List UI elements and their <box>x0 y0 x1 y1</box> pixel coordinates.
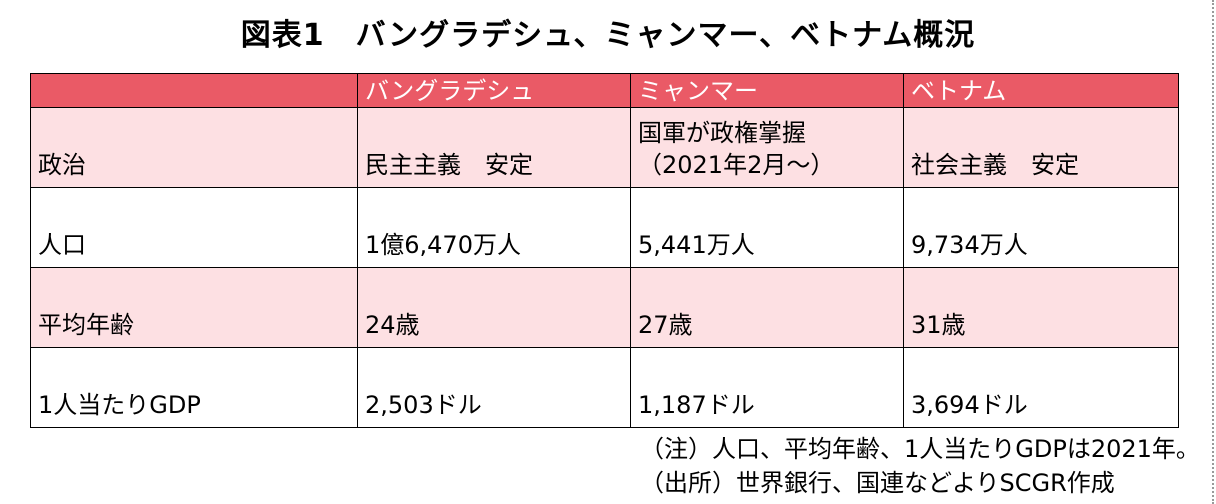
note-line: （注）人口、平均年齢、1人当たりGDPは2021年。 <box>640 435 1200 463</box>
row-population: 人口 1億6,470万人 5,441万人 9,734万人 <box>30 187 1179 268</box>
header-row: バングラデシュ ミャンマー ベトナム <box>30 73 1179 108</box>
header-bangladesh: バングラデシュ <box>357 73 631 108</box>
cell-age-myanmar: 27歳 <box>630 267 904 348</box>
cell-population-vietnam: 9,734万人 <box>903 187 1179 268</box>
cell-age-vietnam: 31歳 <box>903 267 1179 348</box>
header-cell-blank <box>30 73 358 108</box>
row-gdp-per-capita: 1人当たりGDP 2,503ドル 1,187ドル 3,694ドル <box>30 347 1179 428</box>
overview-table: バングラデシュ ミャンマー ベトナム 政治 民主主義 安定 国軍が政権掌握 （20… <box>30 73 1179 428</box>
row-label-politics: 政治 <box>30 107 358 188</box>
notes: （注）人口、平均年齢、1人当たりGDPは2021年。 （出所）世界銀行、国連など… <box>640 432 1200 500</box>
cell-text-line: （2021年2月～） <box>638 151 835 179</box>
source-line: （出所）世界銀行、国連などよりSCGR作成 <box>640 469 1115 497</box>
row-label-population: 人口 <box>30 187 358 268</box>
cell-politics-bangladesh: 民主主義 安定 <box>357 107 631 188</box>
cell-gdp-bangladesh: 2,503ドル <box>357 347 631 428</box>
row-average-age: 平均年齢 24歳 27歳 31歳 <box>30 267 1179 348</box>
cell-politics-vietnam: 社会主義 安定 <box>903 107 1179 188</box>
cell-age-bangladesh: 24歳 <box>357 267 631 348</box>
row-label-average-age: 平均年齢 <box>30 267 358 348</box>
cell-population-myanmar: 5,441万人 <box>630 187 904 268</box>
cell-text-line: 国軍が政権掌握 <box>638 119 806 147</box>
header-myanmar: ミャンマー <box>630 73 904 108</box>
cell-politics-myanmar: 国軍が政権掌握 （2021年2月～） <box>630 107 904 188</box>
page-edge-divider <box>1212 0 1216 504</box>
cell-gdp-myanmar: 1,187ドル <box>630 347 904 428</box>
row-label-gdp-per-capita: 1人当たりGDP <box>30 347 358 428</box>
cell-population-bangladesh: 1億6,470万人 <box>357 187 631 268</box>
row-politics: 政治 民主主義 安定 国軍が政権掌握 （2021年2月～） 社会主義 安定 <box>30 107 1179 188</box>
header-vietnam: ベトナム <box>903 73 1179 108</box>
figure-title: 図表1 バングラデシュ、ミャンマー、ベトナム概況 <box>240 18 976 53</box>
cell-gdp-vietnam: 3,694ドル <box>903 347 1179 428</box>
